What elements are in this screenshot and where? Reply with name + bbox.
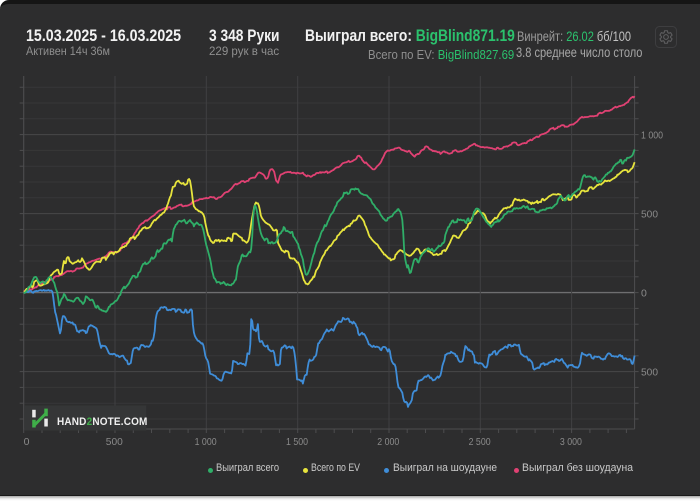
svg-text:2 500: 2 500 (469, 436, 491, 448)
svg-text:1 000: 1 000 (641, 129, 663, 141)
svg-text:2 000: 2 000 (377, 436, 399, 448)
svg-text:1 500: 1 500 (286, 436, 308, 448)
svg-text:3 000: 3 000 (560, 436, 582, 448)
svg-text:500: 500 (106, 436, 123, 448)
svg-text:HAND2NOTE.COM: HAND2NOTE.COM (57, 415, 148, 428)
svg-text:0: 0 (641, 287, 647, 299)
svg-text:500: 500 (641, 208, 658, 220)
svg-text:0: 0 (24, 436, 30, 448)
svg-text:1 000: 1 000 (195, 436, 217, 448)
svg-text:500: 500 (641, 366, 658, 378)
